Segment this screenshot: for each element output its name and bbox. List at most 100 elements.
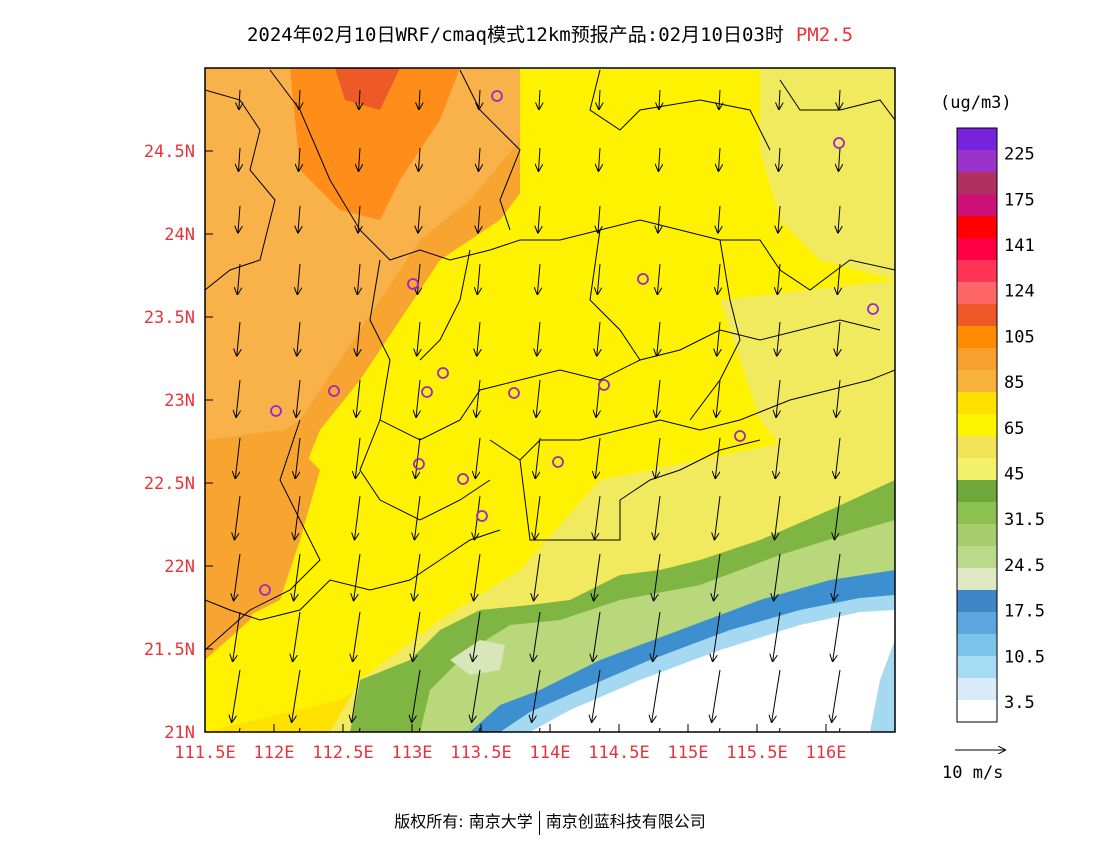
colorbar-frame	[956, 127, 998, 723]
lon-label: 116E	[806, 743, 847, 763]
wind-arrow	[418, 147, 420, 171]
colorbar-unit: (ug/m3)	[940, 93, 1012, 113]
wind-arrow	[297, 263, 300, 294]
wind-arrow	[536, 379, 540, 417]
colorbar-level-label: 45	[1004, 465, 1024, 485]
colorbar-swatch	[957, 238, 997, 260]
station-marker	[328, 385, 340, 397]
wind-arrow	[472, 669, 481, 722]
lon-label: 114.5E	[588, 743, 649, 763]
colorbar-swatch	[957, 590, 997, 612]
boundary-line	[459, 69, 521, 231]
wind-arrow	[538, 147, 540, 171]
wind-arrow	[232, 669, 241, 722]
copyright-left: 版权所有: 南京大学	[394, 812, 533, 831]
chart-title: 2024年02月10日WRF/cmaq模式12km预报产品:02月10日03时 P…	[0, 20, 1100, 47]
lon-label: 115.5E	[726, 743, 787, 763]
wind-arrow	[594, 553, 601, 600]
field-white-sea	[530, 610, 895, 732]
wind-arrow	[593, 611, 601, 661]
station-marker	[437, 367, 449, 379]
wind-arrow	[476, 379, 480, 417]
colorbar-swatch	[957, 304, 997, 326]
field-pale-yellow-coast	[330, 420, 895, 732]
colorbar: 3.5 10.5 17.5 24.5 31.5 45 65 85 105 124 141 175 225	[956, 127, 1045, 723]
boundary-line	[359, 419, 491, 521]
wind-arrow	[778, 147, 780, 171]
wind-arrow	[298, 205, 300, 233]
lon-label: 113.5E	[450, 743, 511, 763]
wind-arrow	[357, 321, 360, 356]
wind-arrow	[417, 321, 420, 356]
wind-arrow	[474, 553, 481, 600]
lat-label: 23.5N	[144, 308, 195, 328]
wind-vectors	[231, 89, 841, 732]
coastline	[205, 529, 501, 621]
station-marker	[734, 430, 746, 442]
colorbar-swatch	[957, 678, 997, 700]
wind-arrow	[657, 263, 660, 294]
boundary-line	[589, 69, 771, 151]
wind-arrow	[718, 205, 720, 233]
lon-label: 113E	[392, 743, 433, 763]
wind-arrow	[417, 263, 420, 294]
field-light-blue-east	[870, 640, 895, 732]
wind-arrow	[295, 495, 301, 539]
colorbar-swatch	[957, 458, 997, 480]
colorbar-level-label: 141	[1004, 236, 1035, 256]
lon-label: 114E	[530, 743, 571, 763]
lon-label: 112E	[254, 743, 295, 763]
copyright-separator	[538, 810, 540, 835]
wind-arrow	[355, 437, 361, 478]
colorbar-level-label: 85	[1004, 373, 1024, 393]
wind-arrow	[837, 321, 840, 356]
wind-arrow	[294, 553, 301, 600]
wind-arrow	[413, 611, 421, 661]
wind-arrow	[352, 669, 361, 722]
colorbar-swatch	[957, 634, 997, 656]
colorbar-level-label: 225	[1004, 145, 1035, 165]
wind-arrow	[838, 147, 840, 171]
station-marker	[508, 387, 520, 399]
wind-arrow	[477, 321, 480, 356]
colorbar-level-label: 124	[1004, 282, 1035, 302]
colorbar-swatch	[957, 348, 997, 370]
wind-arrow	[533, 611, 541, 661]
monitoring-stations	[259, 90, 879, 596]
lat-label: 22N	[164, 557, 195, 577]
wind-arrow	[237, 263, 240, 294]
wind-arrow	[534, 553, 541, 600]
wind-arrow	[717, 263, 720, 294]
colorbar-level-label: 17.5	[1004, 602, 1045, 622]
field-light-orange	[205, 68, 560, 480]
colorbar-swatch	[957, 392, 997, 414]
colorbar-swatch	[957, 502, 997, 524]
boundary-line	[419, 249, 471, 361]
station-marker	[421, 386, 433, 398]
wind-arrow	[356, 379, 360, 417]
lon-label: 112.5E	[312, 743, 373, 763]
lat-label: 24.5N	[144, 142, 195, 162]
colorbar-level-label: 31.5	[1004, 510, 1045, 530]
concentration-field	[205, 68, 895, 732]
wind-arrow	[658, 205, 660, 233]
wind-arrow	[296, 379, 300, 417]
boundary-line	[205, 89, 276, 291]
wind-arrow	[419, 89, 420, 109]
wind-arrow	[774, 553, 781, 600]
wind-arrow	[832, 669, 841, 722]
wind-arrow	[478, 205, 480, 233]
coastline	[619, 439, 761, 501]
wind-arrow	[234, 553, 241, 600]
colorbar-swatch	[957, 612, 997, 634]
wind-arrow	[292, 669, 301, 722]
wind-arrow	[655, 437, 661, 478]
wind-arrow	[415, 495, 421, 539]
colorbar-swatch	[957, 700, 997, 722]
wind-arrow	[598, 205, 600, 233]
wind-arrow	[235, 437, 241, 478]
wind-arrow	[299, 89, 300, 109]
wind-arrow	[657, 321, 660, 356]
station-marker	[833, 137, 845, 149]
wind-arrow	[773, 611, 781, 661]
